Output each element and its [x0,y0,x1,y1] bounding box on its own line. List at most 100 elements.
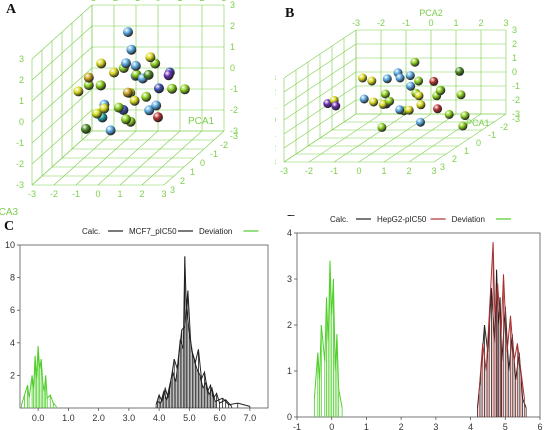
grid-line [283,29,357,79]
panel-label-c: C [4,219,15,234]
data-point [395,73,405,83]
axis-label-pca3: PCA3 [275,172,276,182]
x-tick-label: 4.0 [153,413,166,423]
z-tick-label: 2 [452,154,457,164]
x-tick-label: 6 [537,422,542,430]
y-tick-label: 2 [10,370,15,380]
y-tick-label: -2 [16,159,24,169]
x-tick-label: 1 [453,18,458,28]
x-tick-label: -1 [293,422,301,430]
x-tick-label: 3 [433,422,438,430]
x-tick-label: 2 [399,422,404,430]
y-tick-label: 2 [275,87,276,97]
data-point [126,44,137,55]
y-tick-label: 1 [19,96,24,106]
y-tick-label: -1 [275,129,276,139]
axis-label-pca2: PCA2 [419,8,443,18]
y-tick-label: 3 [287,274,292,284]
x-tick-label: -3 [352,18,360,28]
data-point [414,76,424,86]
y-tick-label: -1 [230,84,238,94]
y-tick-label: 0 [512,67,517,77]
data-point [435,86,445,96]
x-tick-label: 0 [155,0,160,3]
y-tick-label: 10 [5,240,15,250]
z-tick-label: 3 [170,185,175,195]
data-point [144,105,155,116]
data-point [121,114,131,125]
x-tick-label: 1 [177,0,182,3]
series-line [21,346,57,407]
x-tick-label: 2.0 [92,413,105,423]
x-tick-label: 1 [364,422,369,430]
axis-label-pca3: PCA3 [0,207,19,215]
x-tick-label: -2 [50,189,58,199]
legend-label: Calc. [82,227,100,236]
y-tick-label: 1 [512,53,517,63]
x-tick-label: 3 [431,166,436,176]
x-tick-label: 3 [221,0,226,3]
y-tick-label: 0 [19,117,24,127]
x-tick-label: -1 [402,18,410,28]
z-tick-label: 1 [464,146,469,156]
data-point [358,73,368,83]
x-tick-label: 0 [356,166,361,176]
x-tick-label: 2 [139,189,144,199]
grid-line [31,4,93,60]
data-point [416,100,426,110]
y-tick-label: 2 [230,21,235,31]
data-point [429,76,439,86]
series-line [157,290,251,407]
x-tick-label: 3 [503,18,508,28]
data-point [460,111,470,121]
x-tick-label: 2 [478,18,483,28]
series-line [477,269,527,408]
y-tick-label: -2 [512,95,520,105]
z-tick-label: -2 [220,140,228,150]
data-point [377,122,387,132]
panel-b: B -3 -2 -1 0 1 2 3 -3 -2 -1 0 1 2 3 -3 -2 -1 0 1 2 3 -3 -2 -1 0 1… [275,0,550,215]
data-point [151,100,162,111]
z-tick-label: -1 [210,149,218,159]
x-tick-label: 1.0 [62,413,75,423]
z-tick-label: 3 [440,162,445,172]
data-point [406,81,416,91]
axis-label-pca1: PCA1 [466,118,490,128]
panel-label-a: A [6,2,17,17]
x-tick-label: -2 [305,166,313,176]
z-tick-label: -1 [488,130,496,140]
y-tick-label: -1 [16,138,24,148]
data-point [416,117,425,127]
legend-label: Deviation [199,227,232,236]
data-point [369,97,379,107]
x-tick-label: 1 [381,166,386,176]
y-tick-label: 3 [512,25,517,35]
y-tick-label: 4 [10,338,15,348]
y-tick-label: -3 [16,180,24,190]
x-tick-label: 0 [428,18,433,28]
z-tick-label: -3 [512,114,520,124]
data-point [81,123,91,134]
y-tick-label: -3 [512,109,520,119]
y-tick-label: -2 [230,105,238,115]
data-point [410,57,420,67]
x-tick-label: 2 [199,0,204,3]
data-point [154,83,164,94]
data-point [455,66,465,76]
y-tick-label: 0 [230,63,235,73]
x-tick-label: -2 [110,0,118,3]
z-tick-label: 0 [476,138,481,148]
panel-label-b: B [285,6,295,21]
data-point [414,91,424,101]
data-point [145,52,156,63]
legend-label: Calc. [330,215,348,224]
y-tick-label: 3 [19,54,24,64]
y-tick-label: 4 [287,228,292,238]
y-tick-label: 0 [275,115,276,125]
x-tick-label: -3 [280,166,288,176]
x-tick-label: 3 [161,189,166,199]
y-tick-label: -2 [275,143,276,153]
panel-d: D -1012345601234Calc.HepG2-pIC50Deviatio… [275,215,550,430]
x-tick-label: -3 [28,189,36,199]
